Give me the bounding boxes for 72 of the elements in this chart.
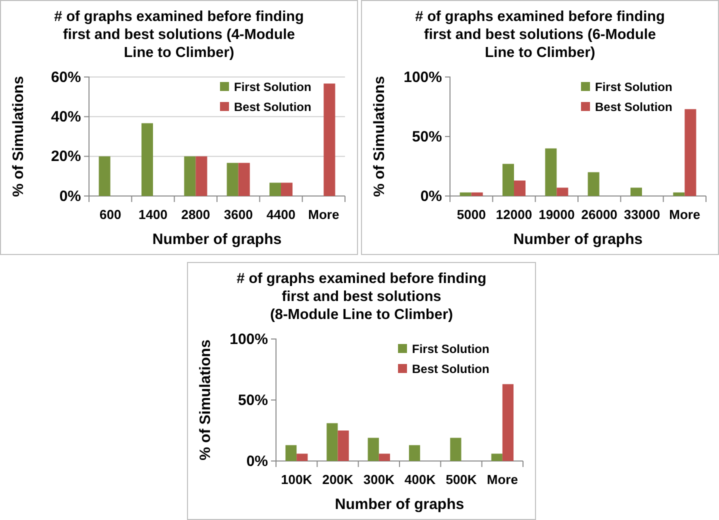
bar	[281, 182, 293, 196]
bar	[450, 438, 462, 461]
x-tick-label: 600	[99, 207, 122, 222]
bar	[556, 188, 568, 196]
y-tick-label: 0%	[420, 188, 442, 205]
chart-title: # of graphs examined before finding first and best solutions (6-Module Line to Climber)	[415, 9, 665, 61]
bar	[545, 148, 557, 196]
x-tick-label: 200K	[322, 472, 354, 488]
bar	[378, 454, 390, 461]
bar	[238, 162, 250, 196]
x-axis-title: Number of graphs	[152, 231, 282, 248]
bar	[684, 109, 696, 196]
y-tick-label: 60%	[50, 68, 81, 86]
x-tick-label: 400K	[404, 472, 436, 488]
y-tick-label: 50%	[412, 128, 442, 146]
bar	[630, 188, 642, 196]
legend-label: Best Solution	[595, 100, 672, 114]
bar	[296, 454, 308, 461]
bar	[588, 172, 600, 196]
y-axis-title: % of Simulations	[10, 76, 27, 197]
y-tick-label: 100%	[230, 330, 268, 348]
bar	[408, 445, 420, 461]
bar	[502, 384, 514, 461]
y-tick-label: 40%	[50, 108, 81, 126]
x-tick-label: 500K	[446, 472, 478, 488]
y-tick-label: 0%	[59, 188, 81, 205]
bar	[326, 423, 338, 461]
y-tick-label: 20%	[50, 148, 81, 166]
x-tick-label: 5000	[456, 207, 486, 222]
legend-label: First Solution	[412, 342, 490, 356]
bar	[324, 84, 336, 196]
bar	[502, 164, 514, 196]
bar	[269, 182, 281, 196]
x-tick-label: 26000	[581, 207, 618, 222]
bar	[184, 156, 196, 196]
legend-label: First Solution	[595, 80, 672, 94]
x-tick-label: More	[486, 472, 518, 488]
bar	[460, 192, 472, 196]
bar	[491, 454, 502, 461]
x-axis-title: Number of graphs	[513, 231, 643, 248]
x-tick-label: 3600	[224, 207, 253, 222]
y-axis-title: % of Simulations	[197, 340, 214, 460]
x-tick-label: 1400	[138, 207, 168, 222]
x-tick-label: 100K	[281, 472, 313, 488]
x-tick-label: 12000	[496, 207, 532, 222]
x-tick-label: 4400	[266, 207, 296, 222]
x-tick-label: 2800	[181, 207, 210, 222]
bar	[196, 156, 208, 196]
bar	[471, 192, 483, 196]
x-tick-label: 19000	[538, 207, 575, 222]
bar	[368, 438, 379, 461]
bar	[226, 162, 238, 196]
x-tick-label: More	[308, 207, 340, 222]
x-axis-title: Number of graphs	[334, 496, 464, 513]
y-tick-label: 50%	[238, 392, 268, 409]
chart-title: # of graphs examined before finding first and best solutions (8-Module Line to Climber)	[236, 271, 486, 323]
bar	[514, 180, 526, 196]
chart-title: # of graphs examined before finding first and best solutions (4-Module Line to Climber)	[54, 9, 304, 61]
x-tick-label: 33000	[624, 207, 660, 222]
bar	[285, 445, 297, 461]
bar	[98, 156, 110, 196]
legend-label: Best Solution	[234, 100, 312, 114]
legend-label: Best Solution	[412, 362, 490, 376]
legend-label: First Solution	[234, 80, 312, 94]
x-tick-label: 300K	[363, 472, 396, 488]
bar	[338, 430, 349, 461]
y-tick-label: 100%	[404, 68, 442, 86]
y-tick-label: 0%	[246, 452, 268, 470]
y-axis-title: % of Simulations	[371, 76, 388, 197]
bar	[673, 192, 685, 196]
bar	[141, 123, 153, 196]
x-tick-label: More	[669, 207, 700, 222]
